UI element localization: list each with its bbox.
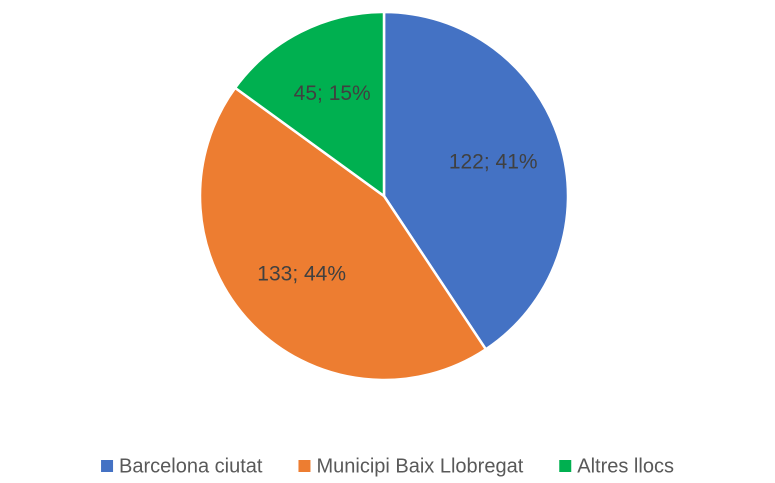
- legend-swatch: [298, 460, 311, 472]
- legend-label: Barcelona ciutat: [119, 455, 263, 477]
- legend-swatch: [559, 460, 572, 472]
- pie-slice: [233, 10, 386, 199]
- legend-swatch: [101, 460, 114, 472]
- legend-label: Municipi Baix Llobregat: [316, 455, 523, 477]
- data-label: 133; 44%: [257, 263, 346, 286]
- data-label: 45; 15%: [294, 82, 371, 105]
- data-label: 122; 41%: [449, 151, 538, 174]
- legend: Barcelona ciutat Municipi Baix Llobregat A…: [101, 455, 674, 477]
- pie-slice: [198, 86, 488, 382]
- legend-label: Altres llocs: [577, 455, 674, 477]
